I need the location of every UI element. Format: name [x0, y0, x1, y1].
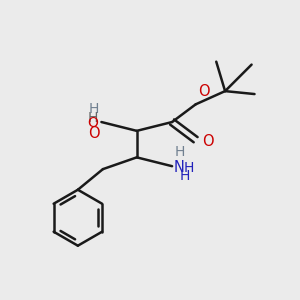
Text: H: H — [175, 145, 185, 159]
Text: O: O — [202, 134, 214, 149]
Text: H: H — [183, 161, 194, 175]
Text: H: H — [88, 111, 98, 124]
Text: O: O — [88, 126, 100, 141]
Text: H: H — [89, 102, 99, 116]
Text: H: H — [179, 169, 190, 183]
Text: O: O — [88, 116, 98, 130]
Text: O: O — [199, 84, 210, 99]
Text: N: N — [174, 160, 184, 175]
